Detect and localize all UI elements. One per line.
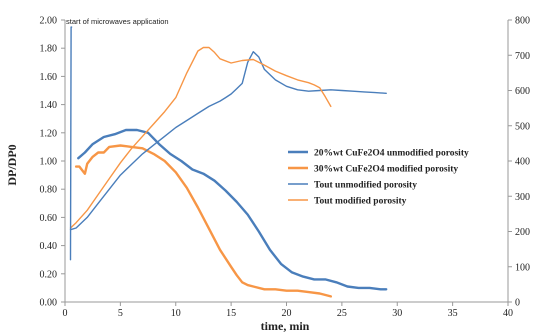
y2-tick-label: 200 bbox=[515, 227, 530, 238]
legend-label: 20%wt CuFe2O4 unmodified porosity bbox=[314, 149, 469, 159]
x-tick-label: 10 bbox=[171, 308, 181, 319]
y-tick-label: 1.80 bbox=[40, 44, 58, 55]
x-axis-title: time, min bbox=[261, 319, 310, 333]
x-tick-label: 15 bbox=[226, 308, 236, 319]
series-line-tout-unmodified-porosity bbox=[69, 51, 387, 231]
y2-tick-label: 500 bbox=[515, 121, 530, 132]
y-tick-label: 0.60 bbox=[40, 213, 58, 224]
x-tick-label: 20 bbox=[282, 308, 292, 319]
y2-tick-label: 600 bbox=[515, 86, 530, 97]
x-tick-label: 25 bbox=[337, 308, 347, 319]
x-tick-labels: 0 5 10 15 20 25 30 35 40 bbox=[63, 302, 513, 319]
legend-label: Tout unmodified porosity bbox=[314, 181, 417, 191]
y-tick-label: 2.00 bbox=[40, 16, 58, 27]
series-line-tout-modified-porosity bbox=[69, 46, 332, 229]
legend: 20%wt CuFe2O4 unmodified porosity 30%wt C… bbox=[282, 140, 494, 212]
y-tick-label: 1.00 bbox=[40, 157, 58, 168]
microwave-start-annotation: start of microwaves application bbox=[66, 17, 169, 26]
y2-tick-labels: 0 100 200 300 400 500 600 700 800 bbox=[508, 16, 530, 309]
y-tick-label: 0.40 bbox=[40, 241, 58, 252]
y2-tick-label: 800 bbox=[515, 16, 530, 27]
y-tick-labels: 0.00 0.20 0.40 0.60 0.80 1.00 1.20 1.40 1.60 1.80… bbox=[40, 16, 65, 309]
x-tick-label: 5 bbox=[118, 308, 123, 319]
y2-tick-label: 0 bbox=[515, 298, 520, 309]
series-line-30-wt-cufe2o4-modified-porosity bbox=[74, 144, 332, 298]
x-tick-label: 40 bbox=[503, 308, 513, 319]
y2-tick-label: 400 bbox=[515, 157, 530, 168]
y-tick-label: 1.20 bbox=[40, 128, 58, 139]
y-axis-title: DP/DP0 bbox=[5, 144, 19, 185]
y-tick-label: 0.00 bbox=[40, 298, 58, 309]
x-tick-label: 30 bbox=[392, 308, 402, 319]
y-tick-label: 0.20 bbox=[40, 269, 58, 280]
legend-label: 30%wt CuFe2O4 modified porosity bbox=[314, 165, 458, 175]
x-tick-label: 35 bbox=[448, 308, 458, 319]
y-tick-label: 0.80 bbox=[40, 185, 58, 196]
series-line-20-wt-cufe2o4-unmodified-porosity bbox=[77, 128, 388, 291]
y2-tick-label: 300 bbox=[515, 192, 530, 203]
y2-tick-label: 700 bbox=[515, 51, 530, 62]
legend-label: Tout modified porosity bbox=[314, 197, 407, 207]
legend-background bbox=[282, 140, 494, 212]
series-line-spike bbox=[69, 26, 73, 261]
series-lines bbox=[69, 26, 388, 298]
y2-tick-label: 100 bbox=[515, 262, 530, 273]
y-tick-label: 1.60 bbox=[40, 72, 58, 83]
x-tick-label: 0 bbox=[63, 308, 68, 319]
y-tick-label: 1.40 bbox=[40, 100, 58, 111]
